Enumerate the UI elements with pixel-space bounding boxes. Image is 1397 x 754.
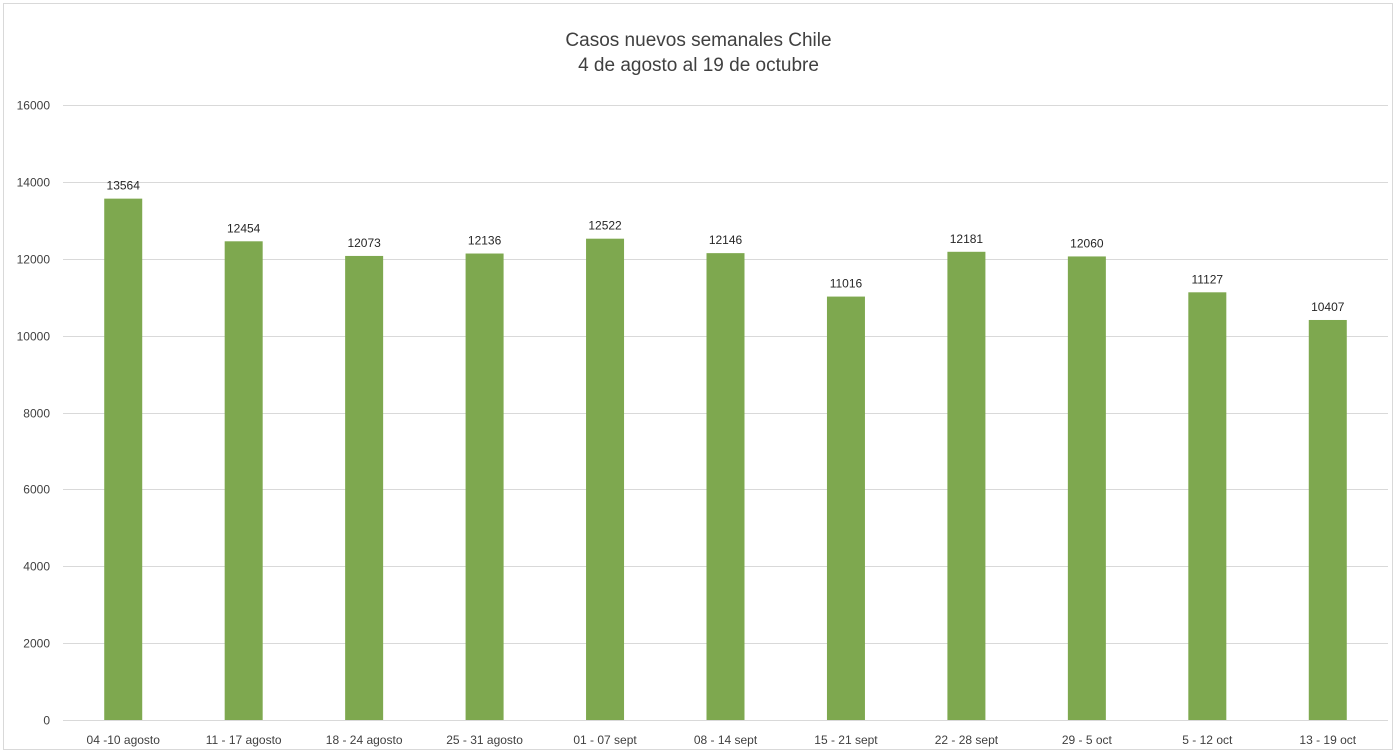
chart-subtitle: 4 de agosto al 19 de octubre: [578, 55, 819, 76]
x-tick-label: 22 - 28 sept: [935, 733, 999, 747]
bar: [947, 251, 986, 720]
y-tick-label: 8000: [23, 407, 50, 421]
x-tick-label: 13 - 19 oct: [1299, 733, 1356, 747]
x-tick-label: 25 - 31 agosto: [446, 733, 523, 747]
x-tick-label: 08 - 14 sept: [694, 733, 758, 747]
x-tick-label: 15 - 21 sept: [814, 733, 878, 747]
chart-title: Casos nuevos semanales Chile: [565, 30, 832, 51]
bar: [826, 296, 865, 720]
y-tick-label: 4000: [23, 560, 50, 574]
bar: [104, 198, 143, 721]
y-tick-label: 14000: [17, 176, 51, 190]
data-label: 12073: [347, 236, 381, 250]
data-label: 13564: [107, 179, 141, 193]
bar: [1188, 292, 1227, 720]
bar: [586, 238, 625, 721]
bars: [104, 198, 1347, 721]
bar: [465, 253, 504, 720]
bar: [1067, 256, 1106, 720]
x-tick-label: 04 -10 agosto: [87, 733, 161, 747]
y-tick-label: 12000: [17, 253, 51, 267]
x-tick-label: 11 - 17 agosto: [206, 733, 282, 747]
data-label: 11127: [1192, 272, 1224, 286]
data-label: 12060: [1070, 236, 1104, 250]
y-tick-label: 2000: [23, 637, 50, 651]
data-label: 12181: [950, 232, 984, 246]
data-label: 12136: [468, 234, 502, 248]
chart-title-block: Casos nuevos semanales Chile 4 de agosto…: [0, 28, 1397, 78]
data-label: 12146: [709, 233, 743, 247]
y-axis-tick-labels: 0 2000 4000 6000 8000 10000 12000 14000 16000: [17, 99, 51, 728]
bar: [1308, 319, 1347, 720]
y-tick-label: 0: [43, 714, 50, 728]
data-labels: 13564 12454 12073 12136 12522 12146 11016 12181…: [107, 179, 1345, 314]
x-tick-label: 18 - 24 agosto: [326, 733, 403, 747]
data-label: 12522: [588, 219, 622, 233]
bar: [345, 255, 384, 720]
x-tick-label: 29 - 5 oct: [1062, 733, 1113, 747]
bar: [706, 253, 745, 720]
x-axis-tick-labels: 04 -10 agosto 11 - 17 agosto 18 - 24 agost…: [87, 733, 1357, 747]
data-label: 10407: [1311, 300, 1345, 314]
x-tick-label: 01 - 07 sept: [573, 733, 637, 747]
data-label: 12454: [227, 221, 261, 235]
bar: [224, 241, 263, 720]
y-tick-label: 10000: [17, 330, 51, 344]
data-label: 11016: [830, 277, 863, 291]
y-tick-label: 16000: [17, 99, 51, 113]
x-tick-label: 5 - 12 oct: [1182, 733, 1233, 747]
y-tick-label: 6000: [23, 483, 50, 497]
